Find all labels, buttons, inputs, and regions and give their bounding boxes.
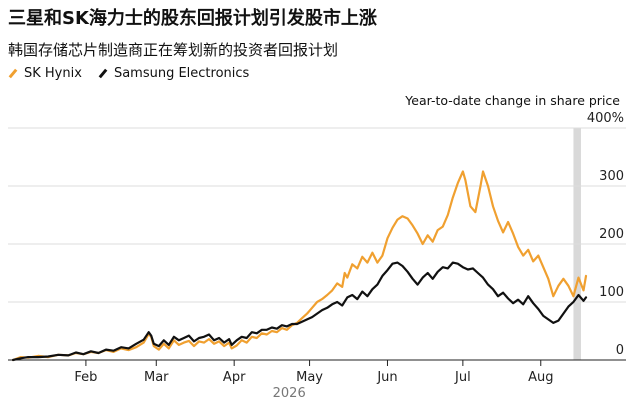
x-tick-label: May <box>296 370 323 385</box>
y-tick-label: 0 <box>616 343 624 358</box>
x-tick-label: Mar <box>144 370 169 385</box>
x-tick-label: Jul <box>454 370 471 385</box>
legend-label-sk-hynix: SK Hynix <box>24 66 82 81</box>
y-tick-label: 400% <box>587 111 624 126</box>
x-tick-label: Apr <box>223 370 246 385</box>
x-tick-label: Aug <box>528 370 553 385</box>
series-line-sk-hynix <box>11 170 588 362</box>
x-tick-label: Jun <box>376 370 397 385</box>
x-tick-label: Feb <box>74 370 97 385</box>
series-line-samsung <box>11 261 588 362</box>
chart-title: 三星和SK海力士的股东回报计划引发股市上涨 <box>8 8 377 29</box>
y-axis-label: Year-to-date change in share price <box>405 93 620 108</box>
y-tick-label: 100 <box>599 285 624 300</box>
legend-label-samsung: Samsung Electronics <box>113 66 250 81</box>
x-year-label: 2026 <box>273 386 306 401</box>
chart-subtitle: 韩国存储芯片制造商正在筹划新的投资者回报计划 <box>8 41 339 59</box>
chart-legend: SK Hynix Samsung Electronics <box>8 66 265 81</box>
legend-item-sk-hynix: SK Hynix <box>8 66 82 81</box>
y-tick-label: 300 <box>599 169 624 184</box>
y-tick-label: 200 <box>599 227 624 242</box>
legend-item-samsung: Samsung Electronics <box>98 66 249 81</box>
